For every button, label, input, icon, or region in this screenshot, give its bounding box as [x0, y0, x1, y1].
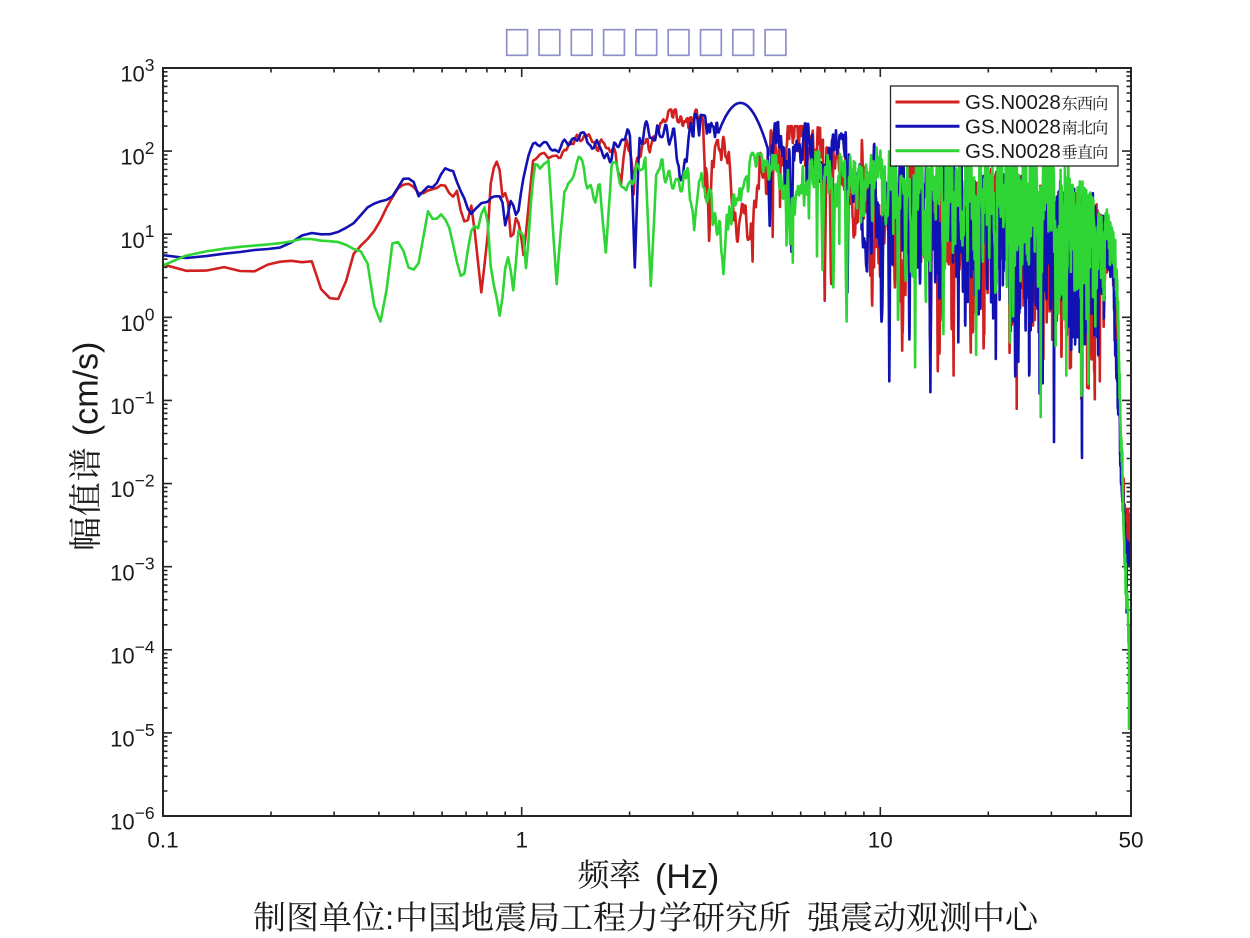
svg-text:GS.N0028: GS.N0028 — [965, 140, 1061, 163]
svg-text:GS.N0028: GS.N0028 — [965, 91, 1061, 114]
svg-text:GS.N0028: GS.N0028 — [965, 116, 1061, 139]
svg-text:10: 10 — [110, 560, 134, 585]
svg-text:3: 3 — [145, 55, 155, 75]
svg-text:−2: −2 — [135, 471, 155, 491]
svg-text::: : — [385, 899, 394, 936]
svg-text:(cm/s): (cm/s) — [68, 342, 106, 436]
svg-text:1: 1 — [145, 221, 155, 241]
svg-text:−1: −1 — [135, 387, 155, 407]
svg-text:−3: −3 — [135, 554, 155, 574]
svg-text:10: 10 — [110, 394, 134, 419]
svg-text:50: 50 — [1118, 828, 1143, 853]
svg-text:−6: −6 — [135, 803, 155, 823]
svg-text:0: 0 — [145, 304, 155, 324]
svg-text:10: 10 — [110, 643, 134, 668]
svg-text:10: 10 — [120, 228, 144, 253]
svg-text:10: 10 — [110, 727, 134, 752]
svg-text:1: 1 — [515, 828, 528, 853]
svg-text:−5: −5 — [135, 720, 155, 740]
svg-text:(Hz): (Hz) — [655, 858, 719, 896]
svg-text:10: 10 — [110, 477, 134, 502]
svg-text:0.1: 0.1 — [147, 828, 178, 853]
svg-text:2: 2 — [145, 138, 155, 158]
svg-text:10: 10 — [110, 810, 134, 835]
svg-text:10: 10 — [868, 828, 893, 853]
svg-text:−4: −4 — [135, 637, 155, 657]
svg-text:10: 10 — [120, 62, 144, 87]
svg-text:10: 10 — [120, 311, 144, 336]
svg-text:10: 10 — [120, 145, 144, 170]
